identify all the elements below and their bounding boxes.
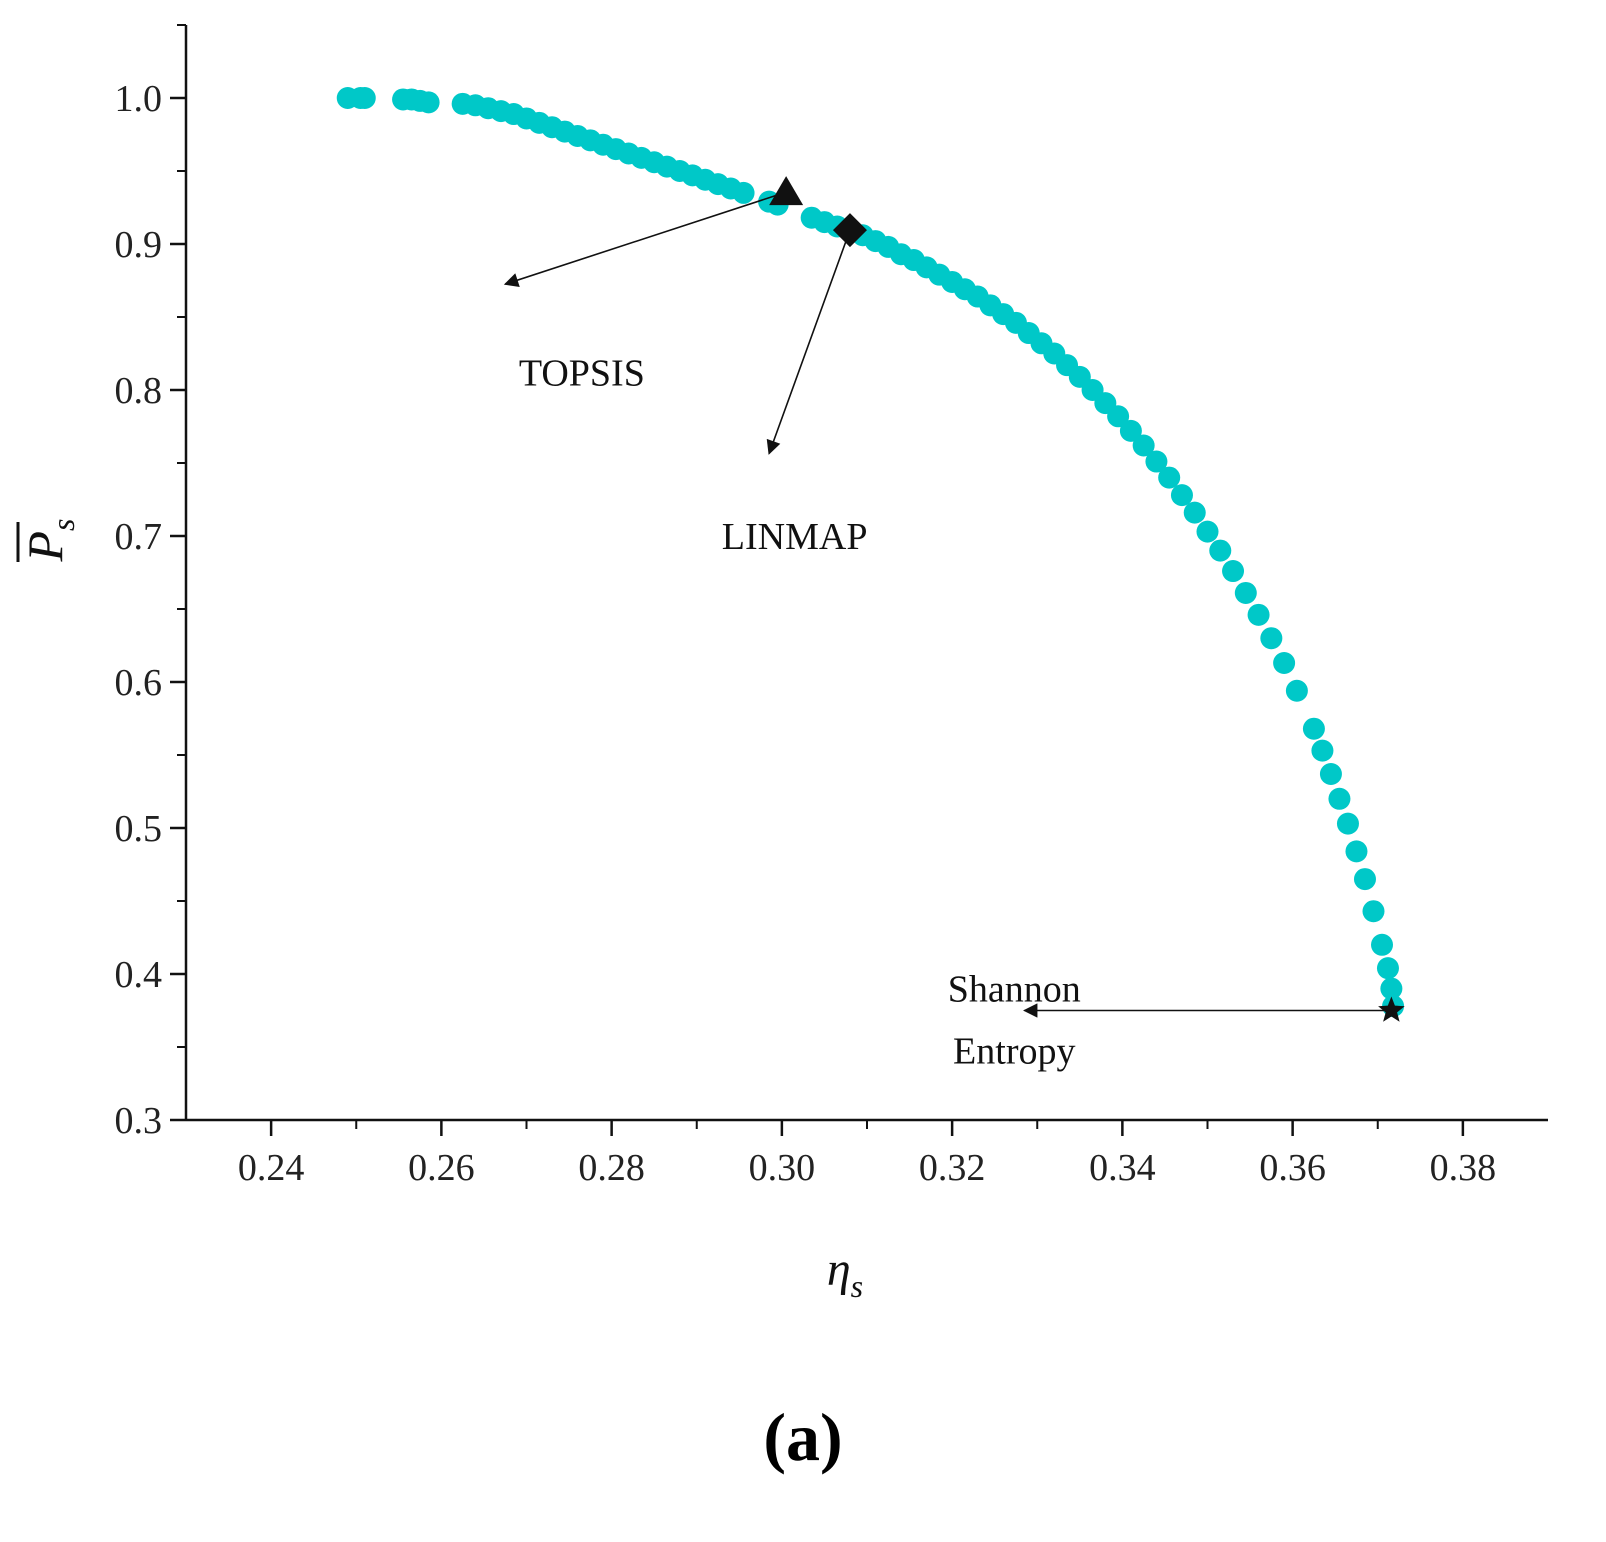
x-tick-label: 0.38 [1430, 1147, 1497, 1189]
data-point [417, 91, 440, 114]
shannon-entropy-marker [1378, 996, 1405, 1022]
y-tick-label: 0.3 [115, 1100, 163, 1142]
y-axis-title: Ps [16, 519, 81, 563]
annotation-label: Shannon [948, 969, 1081, 1011]
data-point [1302, 717, 1325, 740]
x-tick-label: 0.34 [1089, 1147, 1156, 1189]
data-series [336, 87, 1405, 1018]
axes: 0.24 0.26 0.28 0.30 0.32 0.34 0.36 0.38 0.3 0.4 0.… [16, 24, 1548, 1304]
x-tick-label: 0.24 [238, 1147, 305, 1189]
x-tick-label: 0.32 [919, 1147, 986, 1189]
y-tick-label: 1.0 [115, 78, 163, 120]
data-point [1209, 539, 1232, 562]
data-point [1107, 405, 1130, 428]
data-point [1158, 466, 1181, 489]
data-point [1362, 900, 1385, 923]
data-point [1371, 933, 1394, 956]
data-point [1247, 603, 1270, 626]
y-tick-label: 0.6 [115, 662, 163, 704]
data-point [1328, 787, 1351, 810]
data-point [732, 181, 755, 204]
y-tick-label: 0.5 [115, 808, 163, 850]
annotation-label: Entropy [953, 1031, 1075, 1073]
y-tick-label: 0.7 [115, 516, 163, 558]
data-point [1353, 868, 1376, 891]
data-point [1132, 434, 1155, 457]
x-tick-label: 0.26 [408, 1147, 475, 1189]
data-point [1319, 762, 1342, 785]
y-axis-title-text: Ps [17, 519, 81, 563]
linmap-marker [832, 213, 867, 248]
data-point [1273, 652, 1296, 675]
figure-caption: (a) [763, 1399, 843, 1475]
topsis-marker [769, 176, 804, 206]
annotation-arrow [766, 229, 851, 455]
data-point [1196, 520, 1219, 543]
x-tick-label: 0.28 [578, 1147, 645, 1189]
annotations: TOPSIS LINMAP Shannon Entropy [503, 176, 1405, 1073]
data-point [1183, 501, 1206, 524]
data-point [1119, 419, 1142, 442]
y-tick-label: 0.8 [115, 370, 163, 412]
data-point [1234, 581, 1257, 604]
data-point [1260, 627, 1283, 650]
annotation-label: TOPSIS [519, 352, 645, 394]
data-point [1345, 840, 1368, 863]
data-point [1376, 957, 1399, 980]
annotation-label: LINMAP [722, 516, 868, 558]
x-axis-title: ηs [827, 1243, 863, 1304]
data-point [1336, 812, 1359, 835]
x-tick-label: 0.36 [1259, 1147, 1326, 1189]
data-point [1380, 977, 1403, 1000]
y-tick-label: 0.9 [115, 224, 163, 266]
data-point [353, 87, 376, 109]
data-point [1170, 484, 1193, 507]
x-tick-label: 0.30 [749, 1147, 816, 1189]
data-point [1222, 560, 1245, 583]
data-point [1145, 450, 1168, 473]
data-point [1285, 679, 1308, 702]
data-point [1311, 739, 1334, 762]
y-tick-label: 0.4 [115, 954, 163, 996]
annotation-arrow [503, 191, 787, 287]
